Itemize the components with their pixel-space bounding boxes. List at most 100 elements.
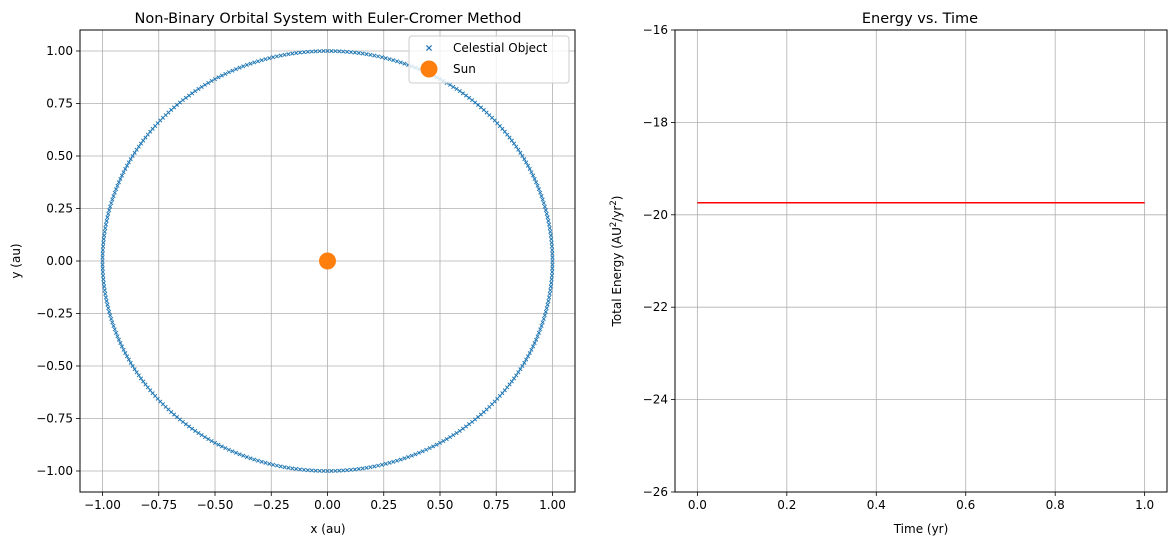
orbit-point (209, 78, 214, 84)
orbit-point (118, 340, 123, 346)
orbit-point (437, 440, 443, 445)
orbit-point (101, 280, 106, 286)
energy-y-tick-label: −24 (643, 393, 668, 407)
orbit-point (132, 367, 137, 372)
orbit-point (325, 468, 330, 474)
orbit-point (520, 153, 525, 159)
orbit-point (121, 170, 126, 175)
orbit-point (534, 180, 539, 185)
orbit-point (282, 52, 287, 57)
orbit-point (372, 464, 377, 469)
orbit-point (103, 222, 108, 227)
orbit-point (416, 450, 422, 455)
orbit-point (202, 435, 208, 440)
orbit-point (141, 138, 146, 143)
orbit-point (356, 50, 361, 56)
orbit-point (278, 53, 283, 58)
orbit-point (530, 344, 536, 349)
orbit-point (130, 153, 135, 159)
orbit-point (111, 323, 116, 328)
orbit-point (514, 144, 519, 149)
orbit-point (136, 144, 141, 149)
orbit-legend: Celestial Object Sun (408, 35, 570, 84)
orbit-point (518, 367, 523, 372)
orbit-y-tick-label: −1.00 (36, 464, 73, 478)
orbit-point (116, 180, 121, 185)
orbit-point (550, 262, 555, 267)
orbit-point (538, 327, 543, 332)
orbit-point (543, 309, 548, 314)
orbit-point (525, 163, 531, 168)
orbit-point (199, 84, 204, 89)
orbit-point (100, 269, 105, 275)
orbit-point (413, 452, 418, 457)
orbit-point (518, 150, 523, 155)
orbit-point (248, 456, 253, 461)
orbit-point (233, 450, 239, 455)
orbit-point (100, 258, 105, 264)
orbit-point (545, 302, 550, 307)
orbit-point (271, 462, 276, 467)
orbit-point (101, 240, 106, 245)
orbit-point (348, 467, 354, 472)
orbit-point (241, 64, 246, 69)
orbit-point (290, 466, 295, 471)
sun-marker (319, 252, 336, 270)
orbit-point (111, 194, 116, 199)
energy-x-tick-label: 0.8 (1046, 498, 1065, 512)
orbit-point (119, 173, 125, 178)
orbit-point (134, 147, 139, 152)
orbit-point (424, 447, 429, 452)
orbit-point (124, 354, 130, 359)
orbit-title: Non-Binary Orbital System with Euler-Cro… (135, 11, 522, 27)
orbit-point (516, 370, 521, 375)
orbit-point (237, 65, 242, 70)
orbit-point (522, 360, 527, 365)
orbit-point (548, 233, 553, 238)
orbit-point (527, 351, 532, 356)
orbit-point (548, 284, 553, 289)
orbit-point (383, 56, 388, 61)
orbit-point (550, 255, 555, 260)
orbit-point (183, 422, 188, 427)
orbit-x-tick-label: −0.25 (253, 498, 290, 512)
orbit-point (550, 258, 555, 264)
orbit-point (128, 157, 133, 162)
orbit-point (294, 50, 299, 56)
orbit-point (186, 93, 192, 98)
energy-y-tick-label: −16 (643, 23, 668, 37)
orbit-point (267, 56, 272, 61)
orbit-point (546, 299, 551, 304)
orbit-point (542, 313, 547, 318)
orbit-point (451, 84, 456, 89)
orbit-point (259, 58, 264, 63)
energy-ylabel-mid: /yr (610, 206, 624, 222)
orbit-point (539, 194, 544, 199)
orbit-point (544, 211, 549, 216)
orbit-point (226, 70, 231, 75)
orbit-point (535, 334, 540, 339)
orbit-point (549, 240, 554, 245)
orbit-point (345, 468, 350, 473)
orbit-point (112, 327, 117, 332)
orbit-point (317, 49, 322, 54)
orbit-point (542, 204, 547, 209)
orbit-point (136, 373, 141, 378)
orbit-point (114, 330, 119, 335)
orbit-point (105, 215, 110, 220)
orbit-point (212, 440, 218, 445)
orbit-point (337, 49, 342, 54)
orbit-point (199, 433, 204, 438)
orbit-point (345, 49, 350, 54)
orbit-point (212, 77, 218, 82)
orbit-point (364, 465, 369, 470)
orbit-point (341, 468, 346, 473)
orbit-point (104, 218, 109, 223)
orbit-point (216, 442, 221, 447)
orbit-ylabel: y (au) (9, 243, 23, 278)
energy-ylabel-end: ) (610, 196, 624, 201)
orbit-point (108, 313, 113, 318)
orbit-point (321, 48, 326, 54)
orbit-point (514, 373, 519, 378)
